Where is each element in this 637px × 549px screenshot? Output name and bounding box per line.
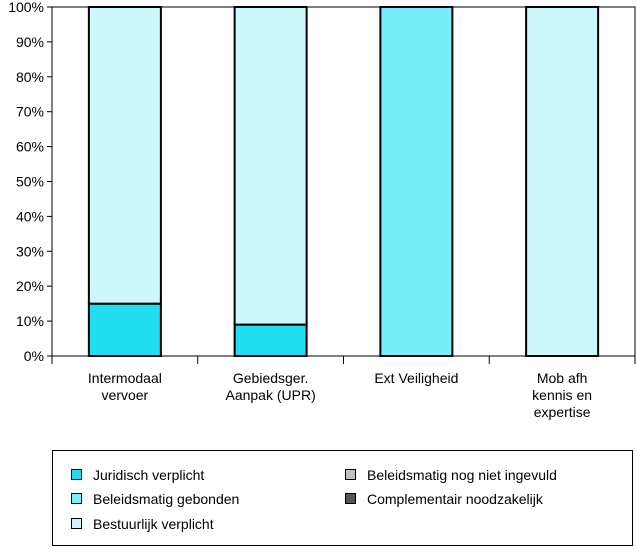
- x-tick-label-0-line-0: Intermodaal: [87, 370, 162, 386]
- x-tick-label-2: Ext Veiligheid: [346, 370, 486, 387]
- legend-label-beleidsmatig-gebonden: Beleidsmatig gebonden: [93, 491, 240, 507]
- legend-swatch-juridisch: [71, 469, 82, 480]
- x-tick-label-1-line-1: Aanpak (UPR): [225, 387, 316, 403]
- x-tick-label-1-line-0: Gebiedsger.: [232, 370, 309, 386]
- x-tick-label-0: Intermodaal vervoer: [55, 370, 195, 404]
- x-tick-label-3-line-2: expertise: [533, 404, 591, 420]
- x-tick-label-3: Mob afh kennis en expertise: [492, 370, 632, 421]
- legend-label-complementair: Complementair noodzakelijk: [367, 491, 543, 507]
- x-tick-label-2-line-0: Ext Veiligheid: [374, 370, 459, 386]
- bar-0-series-2: [87, 6, 162, 305]
- y-tick-label-4: 40%: [16, 208, 44, 224]
- x-tick-label-1: Gebiedsger. Aanpak (UPR): [201, 370, 341, 404]
- y-tick-label-6: 60%: [16, 139, 44, 155]
- bar-0-series-0: [87, 302, 162, 357]
- y-tick-label-9: 90%: [16, 34, 44, 50]
- legend-swatch-niet-ingevuld: [345, 469, 356, 480]
- legend-swatch-beleidsmatig-gebonden: [71, 493, 82, 504]
- y-tick-label-2: 20%: [16, 278, 44, 294]
- y-tick-label-10: 100%: [8, 0, 44, 15]
- legend-swatch-bestuurlijk: [71, 518, 82, 529]
- y-tick-label-8: 80%: [16, 69, 44, 85]
- y-tick-label-5: 50%: [16, 174, 44, 190]
- y-tick-label-3: 30%: [16, 243, 44, 259]
- x-tick-label-3-line-1: kennis en: [532, 387, 593, 403]
- legend-label-bestuurlijk: Bestuurlijk verplicht: [93, 516, 214, 532]
- legend-label-niet-ingevuld: Beleidsmatig nog niet ingevuld: [367, 467, 557, 483]
- legend-label-juridisch: Juridisch verplicht: [93, 467, 205, 483]
- legend-swatch-complementair: [345, 493, 356, 504]
- bar-1-series-2: [233, 6, 308, 326]
- bar-3-series-2: [525, 6, 600, 357]
- bar-1-series-0: [233, 323, 308, 357]
- y-tick-label-1: 10%: [16, 313, 44, 329]
- y-tick-label-7: 70%: [16, 104, 44, 120]
- legend: Juridisch verplicht Beleidsmatig gebonde…: [52, 450, 633, 546]
- y-tick-label-0: 0%: [24, 348, 44, 364]
- x-tick-label-3-line-0: Mob afh: [536, 370, 588, 386]
- bar-2-series-1: [379, 6, 454, 357]
- x-tick-label-0-line-1: vervoer: [101, 387, 149, 403]
